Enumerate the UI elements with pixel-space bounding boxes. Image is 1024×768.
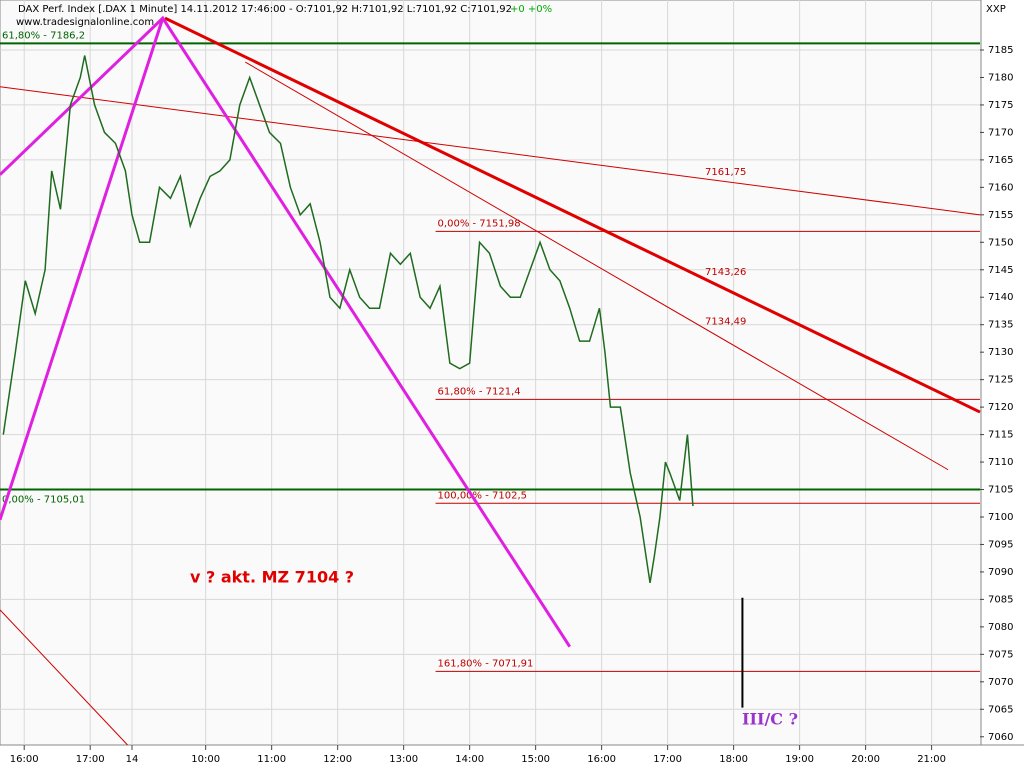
y-tick-label: 7165 xyxy=(988,155,1013,166)
chart-title: DAX Perf. Index [.DAX 1 Minute] 14.11.20… xyxy=(18,4,512,15)
trendline xyxy=(245,61,949,471)
source: www.tradesignalonline.com xyxy=(16,17,154,28)
trendline xyxy=(164,16,981,414)
y-tick-label: 7175 xyxy=(988,100,1013,111)
x-tick-label: 16:00 xyxy=(10,754,39,765)
y-tick-label: 7120 xyxy=(988,402,1013,413)
y-tick-label: 7150 xyxy=(988,237,1013,248)
trendline xyxy=(0,609,128,746)
y-tick-label: 7060 xyxy=(988,732,1013,743)
x-tick-label: 19:00 xyxy=(785,754,814,765)
trendline-label: 7161,75 xyxy=(705,167,746,178)
y-tick-label: 7185 xyxy=(988,45,1013,56)
x-tick-label: 14:00 xyxy=(455,754,484,765)
trendline xyxy=(0,17,165,521)
y-tick-label: 7180 xyxy=(988,72,1013,83)
x-tick-label: 17:00 xyxy=(76,754,105,765)
y-tick-label: 7095 xyxy=(988,539,1013,550)
y-tick-label: 7110 xyxy=(988,457,1013,468)
y-tick-label: 7105 xyxy=(988,485,1013,496)
price-line xyxy=(2,55,694,584)
y-tick-label: 7090 xyxy=(988,567,1013,578)
y-tick-label: 7125 xyxy=(988,375,1013,386)
y-tick-label: 7115 xyxy=(988,430,1013,441)
x-tick-label: 16:00 xyxy=(587,754,616,765)
x-tick-label: 21:00 xyxy=(917,754,946,765)
y-tick-label: 7070 xyxy=(988,677,1013,688)
x-tick-label: 20:00 xyxy=(851,754,880,765)
y-tick-label: 7160 xyxy=(988,182,1013,193)
level-label: 0,00% - 7105,01 xyxy=(2,494,85,505)
y-tick-label: 7145 xyxy=(988,265,1013,276)
y-tick-label: 7155 xyxy=(988,210,1013,221)
axis-name: XXP xyxy=(986,4,1006,15)
level-label: 61,80% - 7121,4 xyxy=(438,386,521,397)
x-tick-label: 13:00 xyxy=(389,754,418,765)
y-tick-label: 7130 xyxy=(988,347,1013,358)
y-tick-label: 7100 xyxy=(988,512,1013,523)
trendline-label: 7143,26 xyxy=(705,267,746,278)
annotation: III/C ? xyxy=(742,710,798,729)
plot-area xyxy=(0,0,982,746)
trendline-label: 7134,49 xyxy=(705,317,746,328)
level-label: 100,00% - 7102,5 xyxy=(438,490,527,501)
annotation: v ? akt. MZ 7104 ? xyxy=(190,568,354,587)
y-tick-label: 7140 xyxy=(988,292,1013,303)
level-label: 0,00% - 7151,98 xyxy=(438,218,521,229)
y-tick-label: 7135 xyxy=(988,320,1013,331)
y-tick-label: 7080 xyxy=(988,622,1013,633)
x-tick-label: 15:00 xyxy=(521,754,550,765)
x-tick-label: 14 xyxy=(126,754,139,765)
trendline xyxy=(0,86,981,216)
level-label: 61,80% - 7186,2 xyxy=(2,30,85,41)
y-tick-label: 7085 xyxy=(988,594,1013,605)
change: +0 +0% xyxy=(510,4,552,15)
x-tick-label: 18:00 xyxy=(719,754,748,765)
level-label: 161,80% - 7071,91 xyxy=(438,658,534,669)
x-tick-label: 10:00 xyxy=(191,754,220,765)
y-tick-label: 7075 xyxy=(988,649,1013,660)
x-tick-label: 11:00 xyxy=(257,754,286,765)
x-tick-label: 17:00 xyxy=(653,754,682,765)
y-tick-label: 7065 xyxy=(988,704,1013,715)
x-tick-label: 12:00 xyxy=(323,754,352,765)
y-tick-label: 7170 xyxy=(988,127,1013,138)
